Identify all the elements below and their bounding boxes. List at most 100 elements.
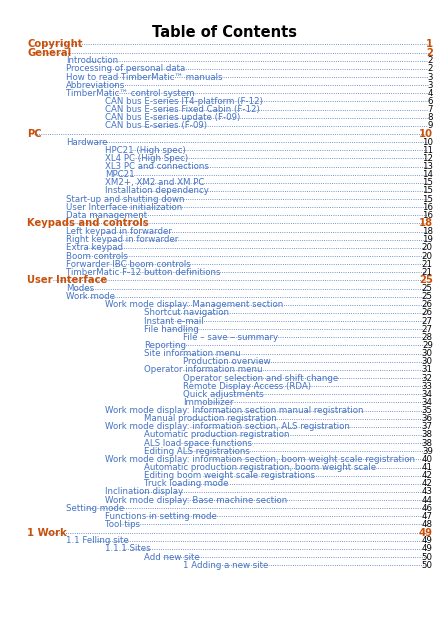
Text: CAN bus E-series Fixed Cabin (F-12): CAN bus E-series Fixed Cabin (F-12) <box>105 105 260 114</box>
Text: 25: 25 <box>422 292 433 301</box>
Text: 49: 49 <box>422 536 433 545</box>
Text: Automatic production registration, boom weight scale: Automatic production registration, boom … <box>144 463 376 472</box>
Text: 38: 38 <box>422 430 433 440</box>
Text: 43: 43 <box>422 487 433 496</box>
Text: Instant e-mail: Instant e-mail <box>144 317 203 325</box>
Text: 28: 28 <box>422 333 433 342</box>
Text: 27: 27 <box>422 317 433 325</box>
Text: 30: 30 <box>422 357 433 366</box>
Text: Immobilizer: Immobilizer <box>183 398 233 407</box>
Text: 32: 32 <box>422 374 433 382</box>
Text: Tool tips: Tool tips <box>105 520 140 529</box>
Text: Functions in setting mode: Functions in setting mode <box>105 512 217 521</box>
Text: Site information menu: Site information menu <box>144 349 241 358</box>
Text: 12: 12 <box>422 154 433 163</box>
Text: 30: 30 <box>422 349 433 358</box>
Text: 18: 18 <box>419 219 433 229</box>
Text: Setting mode: Setting mode <box>66 504 124 512</box>
Text: 42: 42 <box>422 479 433 489</box>
Text: Editing boom weight scale registrations: Editing boom weight scale registrations <box>144 471 315 480</box>
Text: XL4 PC (High Spec): XL4 PC (High Spec) <box>105 154 188 163</box>
Text: MPC21: MPC21 <box>105 170 134 179</box>
Text: 49: 49 <box>419 528 433 538</box>
Text: 37: 37 <box>422 423 433 431</box>
Text: Data management: Data management <box>66 211 147 220</box>
Text: 8: 8 <box>427 113 433 122</box>
Text: 27: 27 <box>422 325 433 333</box>
Text: 26: 26 <box>422 300 433 310</box>
Text: 35: 35 <box>422 406 433 415</box>
Text: File – save – summary: File – save – summary <box>183 333 278 342</box>
Text: 40: 40 <box>422 455 433 464</box>
Text: 3: 3 <box>427 72 433 82</box>
Text: 2: 2 <box>427 57 433 65</box>
Text: 9: 9 <box>427 121 433 131</box>
Text: Hardware: Hardware <box>66 138 108 146</box>
Text: 11: 11 <box>422 146 433 154</box>
Text: Introduction: Introduction <box>66 57 118 65</box>
Text: General: General <box>27 48 71 58</box>
Text: Processing of personal data: Processing of personal data <box>66 65 185 73</box>
Text: Quick adjustments: Quick adjustments <box>183 390 263 399</box>
Text: 38: 38 <box>422 438 433 448</box>
Text: Work mode display: Management section: Work mode display: Management section <box>105 300 283 310</box>
Text: Shortcut navigation: Shortcut navigation <box>144 308 229 317</box>
Text: 20: 20 <box>422 251 433 261</box>
Text: Work mode display: Base machine section: Work mode display: Base machine section <box>105 495 287 504</box>
Text: CAN bus E-series update (F-09): CAN bus E-series update (F-09) <box>105 113 240 122</box>
Text: Extra keypad: Extra keypad <box>66 244 123 252</box>
Text: 1.1.1 Sites: 1.1.1 Sites <box>105 544 151 553</box>
Text: Add new site: Add new site <box>144 553 200 561</box>
Text: TimberMatic F-12 button definitions: TimberMatic F-12 button definitions <box>66 268 220 277</box>
Text: Forwarder IBC boom controls: Forwarder IBC boom controls <box>66 259 191 269</box>
Text: Work mode display: information section, ALS registration: Work mode display: information section, … <box>105 423 350 431</box>
Text: 4: 4 <box>427 89 433 98</box>
Text: 31: 31 <box>422 365 433 374</box>
Text: Operator selection and shift change: Operator selection and shift change <box>183 374 338 382</box>
Text: 49: 49 <box>422 544 433 553</box>
Text: 10: 10 <box>422 138 433 146</box>
Text: 46: 46 <box>422 504 433 512</box>
Text: 15: 15 <box>422 178 433 187</box>
Text: 2: 2 <box>427 65 433 73</box>
Text: 33: 33 <box>422 382 433 391</box>
Text: 3: 3 <box>427 80 433 90</box>
Text: 1 Work: 1 Work <box>27 528 67 538</box>
Text: 29: 29 <box>422 341 433 350</box>
Text: Boom controls: Boom controls <box>66 251 128 261</box>
Text: 7: 7 <box>427 105 433 114</box>
Text: 14: 14 <box>422 170 433 179</box>
Text: 6: 6 <box>427 97 433 106</box>
Text: Manual production registration: Manual production registration <box>144 414 277 423</box>
Text: User Interface: User Interface <box>27 276 108 285</box>
Text: 21: 21 <box>422 259 433 269</box>
Text: Reporting: Reporting <box>144 341 186 350</box>
Text: 34: 34 <box>422 390 433 399</box>
Text: 44: 44 <box>422 495 433 504</box>
Text: HPC21 (High spec): HPC21 (High spec) <box>105 146 186 154</box>
Text: 25: 25 <box>422 284 433 293</box>
Text: 1 Adding a new site: 1 Adding a new site <box>183 561 268 570</box>
Text: User Interface initialization: User Interface initialization <box>66 203 182 212</box>
Text: File handling: File handling <box>144 325 198 333</box>
Text: Left keypad in forwarder: Left keypad in forwarder <box>66 227 172 236</box>
Text: Operator information menu: Operator information menu <box>144 365 263 374</box>
Text: XM2+, XM2 and XM PC: XM2+, XM2 and XM PC <box>105 178 204 187</box>
Text: 47: 47 <box>422 512 433 521</box>
Text: 16: 16 <box>422 203 433 212</box>
Text: Abbreviations: Abbreviations <box>66 80 125 90</box>
Text: 18: 18 <box>422 227 433 236</box>
Text: CAN bus E-series (F-09): CAN bus E-series (F-09) <box>105 121 207 131</box>
Text: 34: 34 <box>422 398 433 407</box>
Text: CAN bus E-series IT4-platform (F-12): CAN bus E-series IT4-platform (F-12) <box>105 97 263 106</box>
Text: Work mode display: information section, boom weight scale registration: Work mode display: information section, … <box>105 455 415 464</box>
Text: 42: 42 <box>422 471 433 480</box>
Text: Inclination display: Inclination display <box>105 487 183 496</box>
Text: Keypads and controls: Keypads and controls <box>27 219 149 229</box>
Text: 13: 13 <box>422 162 433 171</box>
Text: 41: 41 <box>422 463 433 472</box>
Text: Modes: Modes <box>66 284 94 293</box>
Text: Copyright: Copyright <box>27 40 82 50</box>
Text: 39: 39 <box>422 447 433 456</box>
Text: 2: 2 <box>426 48 433 58</box>
